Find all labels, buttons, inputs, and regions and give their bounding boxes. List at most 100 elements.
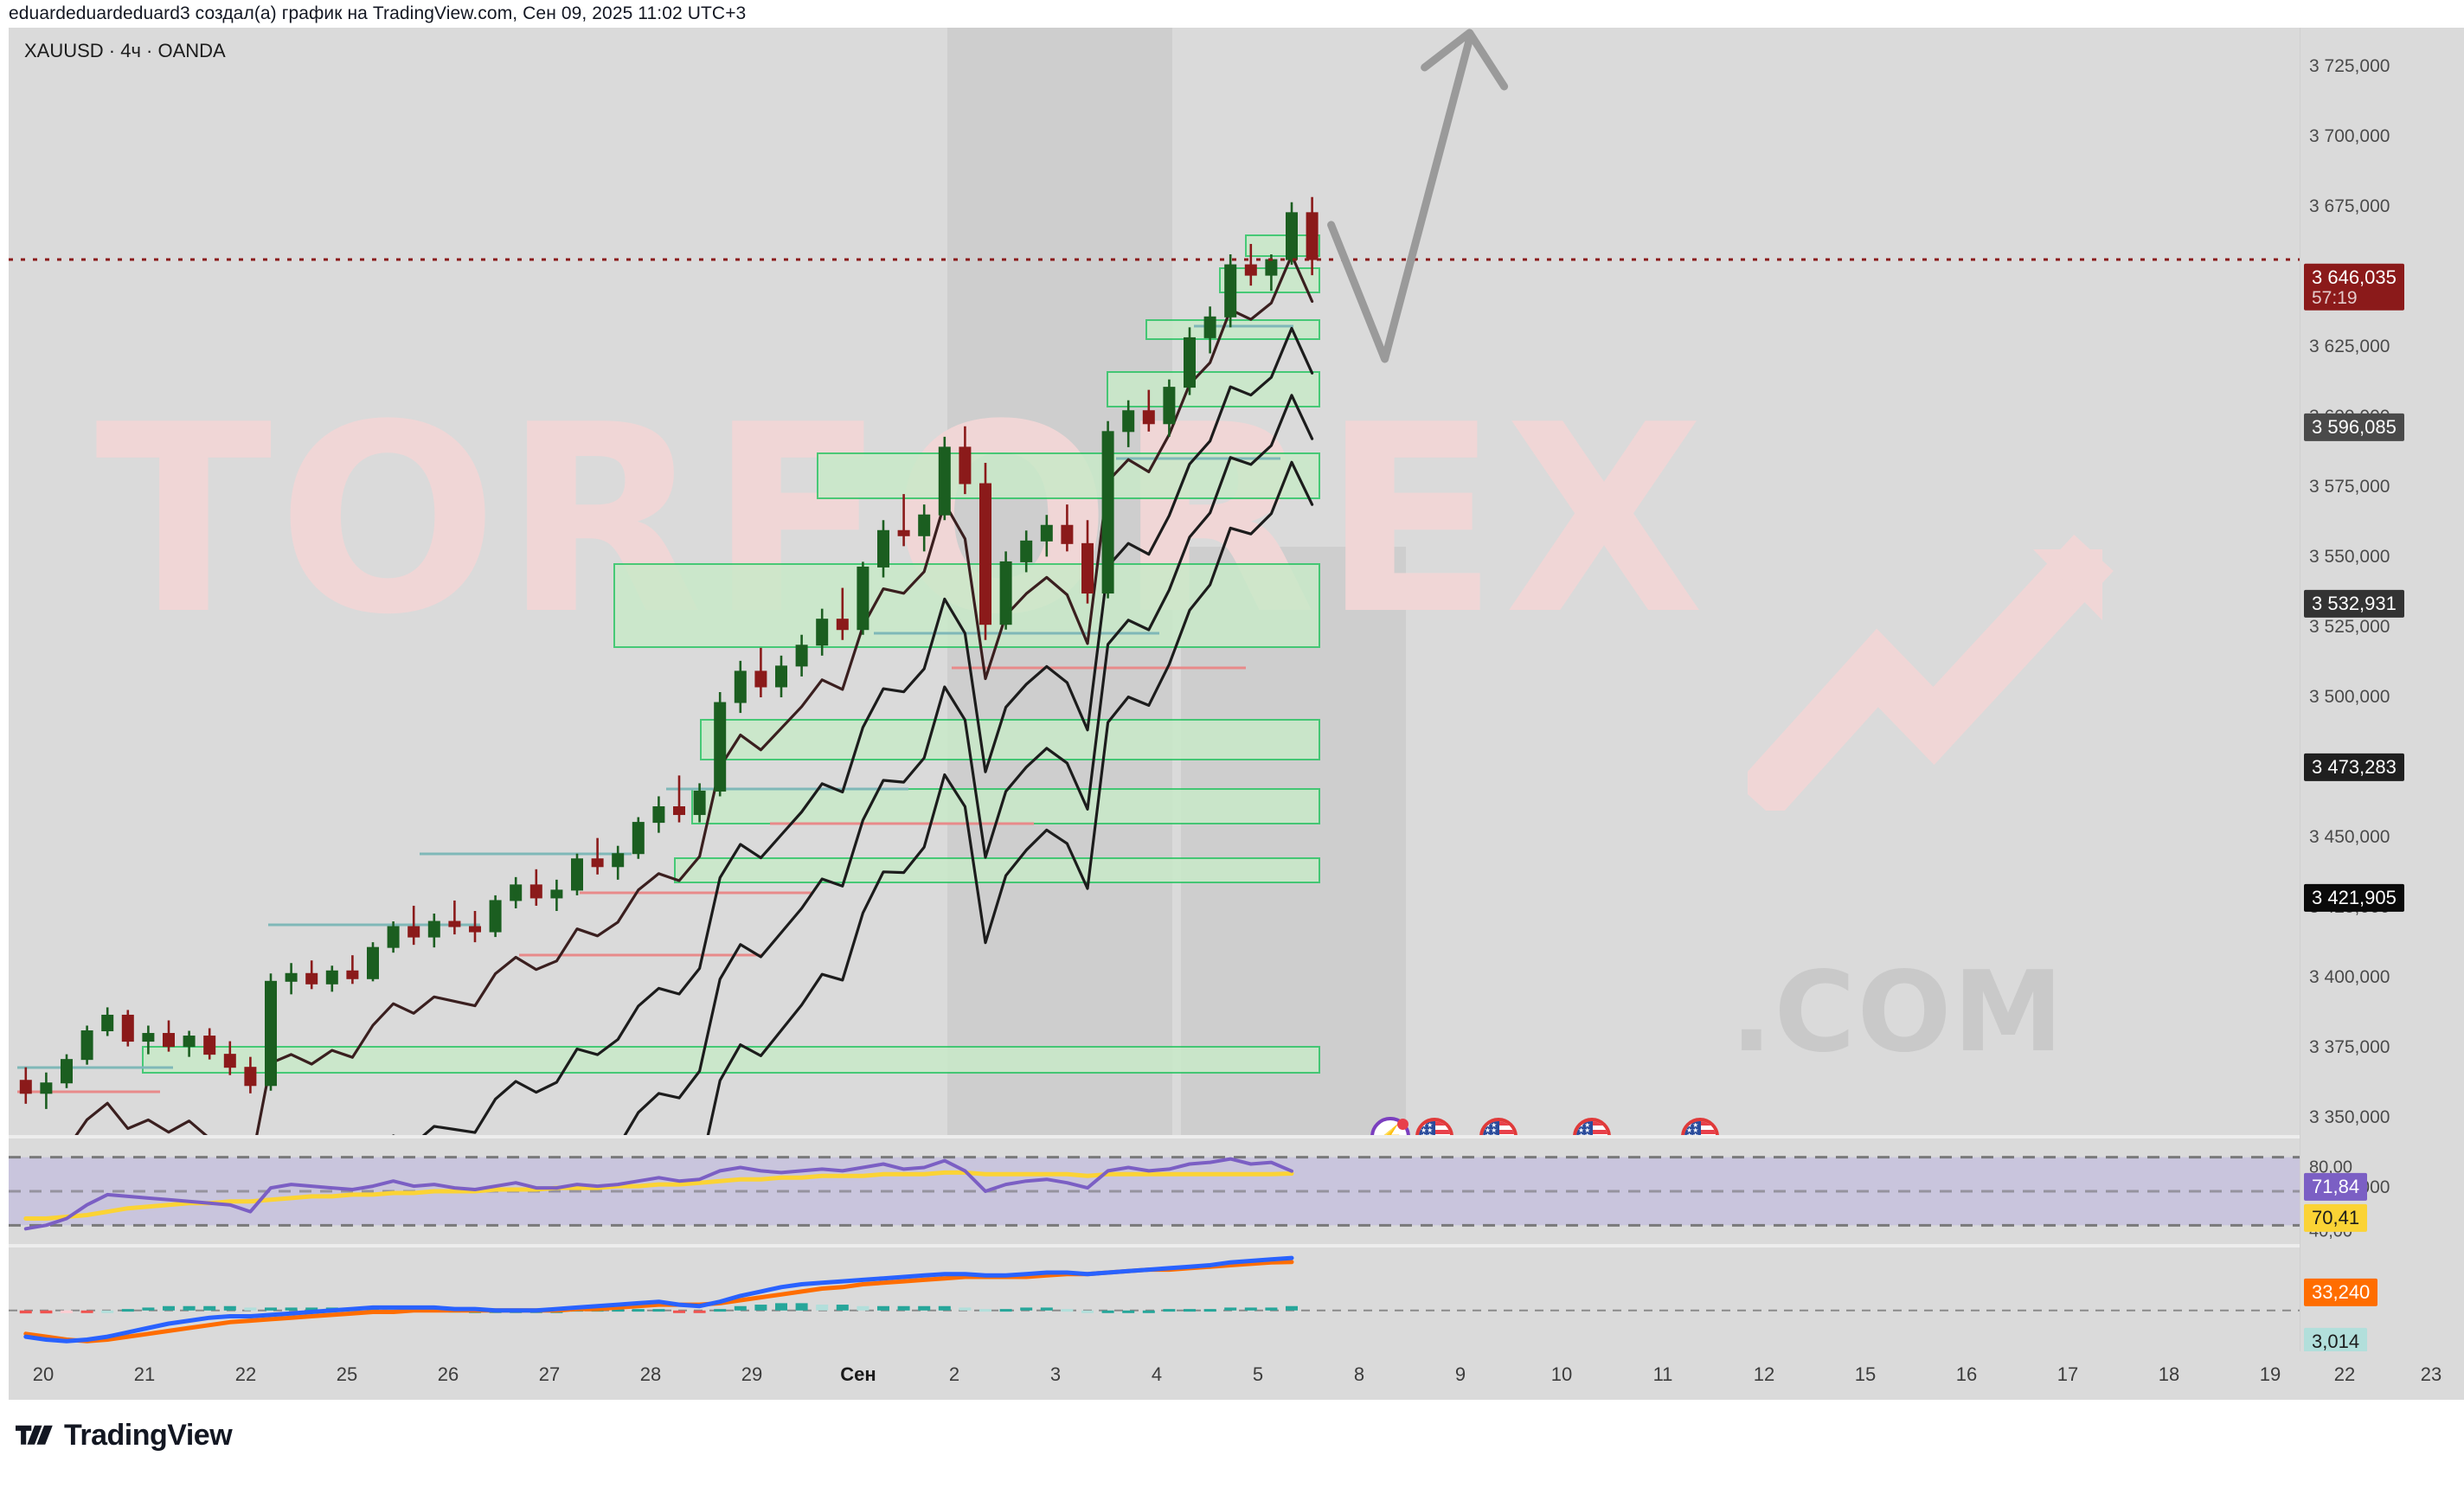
macd-histogram-bar	[1142, 1310, 1155, 1313]
time-axis-label: 20	[32, 1363, 55, 1385]
time-axis-label: 3	[1049, 1363, 1062, 1385]
macd-histogram-bar	[163, 1305, 175, 1311]
macd-histogram-bar	[795, 1303, 808, 1311]
candle-body	[183, 1036, 196, 1048]
price-axis-tick: 3 550,000	[2309, 547, 2390, 567]
time-axis[interactable]: 20 21 22 25 26 27 28 29 Сен 2 3 4 5 8 9 10 11 12 15 16 17 18 1…	[9, 1351, 2464, 1400]
pane-divider	[9, 1244, 2464, 1247]
price-axis-tick: 3 575,000	[2309, 477, 2390, 497]
rsi-axis-tick: 80,00	[2309, 1158, 2353, 1177]
chart-legend[interactable]: XAUUSD · 4ч · OANDA	[24, 40, 226, 62]
macd-histogram-bar	[80, 1310, 93, 1313]
candle-body	[101, 1014, 114, 1032]
time-axis-label: 9	[1454, 1363, 1466, 1385]
candle-body	[714, 702, 727, 792]
macd-histogram-badge[interactable]: 3,014	[2304, 1327, 2368, 1357]
projection-arrow-line	[1327, 35, 1474, 363]
macd-chart-svg	[9, 1255, 2300, 1344]
time-axis-label: 11	[1652, 1363, 1673, 1385]
ma-price-badge-1[interactable]: 3 596,085	[2304, 413, 2404, 442]
macd-histogram-bar	[918, 1305, 931, 1311]
time-axis-label: 15	[1854, 1363, 1877, 1385]
macd-histogram-bar	[101, 1310, 114, 1313]
candle-body	[897, 529, 910, 536]
economic-events-layer[interactable]: ⚡ ★★★★★★★★★★★★ ★★★★★★★★★★★★ ★★★★★★★★★★★★ ★★★…	[9, 28, 2300, 1135]
macd-histogram-bar	[203, 1305, 216, 1311]
badge-value: 71,84	[2312, 1175, 2360, 1197]
candle-body	[163, 1033, 175, 1048]
macd-histogram-bar	[305, 1307, 318, 1311]
lightning-bolt-icon[interactable]: ⚡	[1370, 1117, 1410, 1135]
price-axis-tick: 3 625,000	[2309, 337, 2390, 356]
macd-histogram-bar	[1101, 1310, 1114, 1313]
time-axis-label: 21	[133, 1363, 156, 1385]
candle-body	[346, 970, 359, 979]
us-flag-icon[interactable]: ★★★★★★★★★★★★	[1479, 1118, 1518, 1135]
macd-histogram-bar	[612, 1309, 625, 1312]
candle-body	[427, 920, 440, 938]
ma-price-badge-2[interactable]: 3 532,931	[2304, 589, 2404, 619]
current-price-badge[interactable]: 3 646,035 57:19	[2304, 263, 2404, 311]
macd-histogram-bar	[836, 1305, 849, 1311]
macd-histogram-bar	[999, 1309, 1012, 1312]
rsi-pane[interactable]	[9, 1140, 2300, 1242]
macd-histogram-bar	[183, 1305, 196, 1311]
badge-value: 3 596,085	[2312, 415, 2397, 438]
candle-body	[1203, 316, 1216, 338]
macd-histogram-bar	[1244, 1307, 1257, 1311]
candle-body	[734, 670, 747, 703]
candle-body	[1184, 337, 1196, 388]
rsi-ma-line	[23, 1170, 1294, 1221]
chart-area[interactable]: TORFOREX .COM ⚡★★★★★★★★★★★★★★★★★★★★★★★★★…	[9, 28, 2464, 1357]
time-axis-label: Сен	[840, 1363, 876, 1385]
candle-body	[448, 920, 461, 927]
attribution-bar: eduardeduardeduard3 создал(а) график на …	[0, 0, 2464, 28]
candle-body	[1224, 264, 1237, 317]
ma-price-badge-4[interactable]: 3 421,905	[2304, 883, 2404, 913]
time-axis-label: 27	[538, 1363, 561, 1385]
candle-body	[80, 1030, 93, 1061]
macd-histogram-bar	[1020, 1307, 1033, 1311]
macd-histogram-bar	[40, 1310, 53, 1314]
price-axis-tick: 3 675,000	[2309, 196, 2390, 216]
candle-body	[571, 858, 583, 891]
time-axis-label: 19	[2259, 1363, 2281, 1385]
macd-histogram-bar	[938, 1305, 951, 1311]
time-axis-label: 12	[1753, 1363, 1775, 1385]
us-flag-icon[interactable]: ★★★★★★★★★★★★	[1681, 1118, 1719, 1135]
candle-body	[223, 1054, 236, 1068]
time-axis-label: 28	[639, 1363, 662, 1385]
us-flag-icon[interactable]: ★★★★★★★★★★★★	[1415, 1118, 1453, 1135]
badge-value: 3 646,035	[2312, 266, 2397, 288]
macd-histogram-bar	[1122, 1310, 1135, 1313]
candle-body	[19, 1080, 32, 1094]
macd-histogram-bar	[19, 1310, 32, 1314]
candle-body	[591, 858, 604, 868]
macd-pane[interactable]	[9, 1249, 2300, 1351]
macd-histogram-bar	[775, 1303, 787, 1311]
candle-body	[1286, 212, 1298, 260]
us-flag-icon[interactable]: ★★★★★★★★★★★★	[1573, 1118, 1611, 1135]
attribution-text: eduardeduardeduard3 создал(а) график на …	[9, 3, 747, 23]
macd-histogram-bar	[857, 1305, 869, 1311]
rsi-ma-value-badge[interactable]: 70,41	[2304, 1203, 2368, 1233]
price-axis-tick: 3 525,000	[2309, 617, 2390, 637]
candle-body	[469, 926, 481, 933]
macd-histogram-bar	[1040, 1307, 1053, 1311]
price-pane[interactable]: TORFOREX .COM ⚡★★★★★★★★★★★★★★★★★★★★★★★★★…	[9, 28, 2300, 1135]
macd-signal-badge[interactable]: 33,240	[2304, 1278, 2378, 1307]
rsi-line	[23, 1157, 1293, 1231]
macd-histogram-bar	[1163, 1309, 1176, 1312]
candle-body	[61, 1059, 73, 1084]
macd-line	[23, 1255, 1294, 1344]
ma-price-badge-3[interactable]: 3 473,283	[2304, 753, 2404, 782]
candle-body	[285, 972, 298, 982]
price-axis-tick: 3 500,000	[2309, 687, 2390, 707]
candle-body	[367, 946, 379, 979]
rsi-value-badge[interactable]: 71,84	[2304, 1172, 2368, 1202]
price-axis-tick: 3 700,000	[2309, 126, 2390, 146]
time-axis-label: 23	[2420, 1363, 2442, 1385]
macd-histogram-bar	[121, 1309, 134, 1312]
macd-histogram-bar	[61, 1310, 73, 1313]
